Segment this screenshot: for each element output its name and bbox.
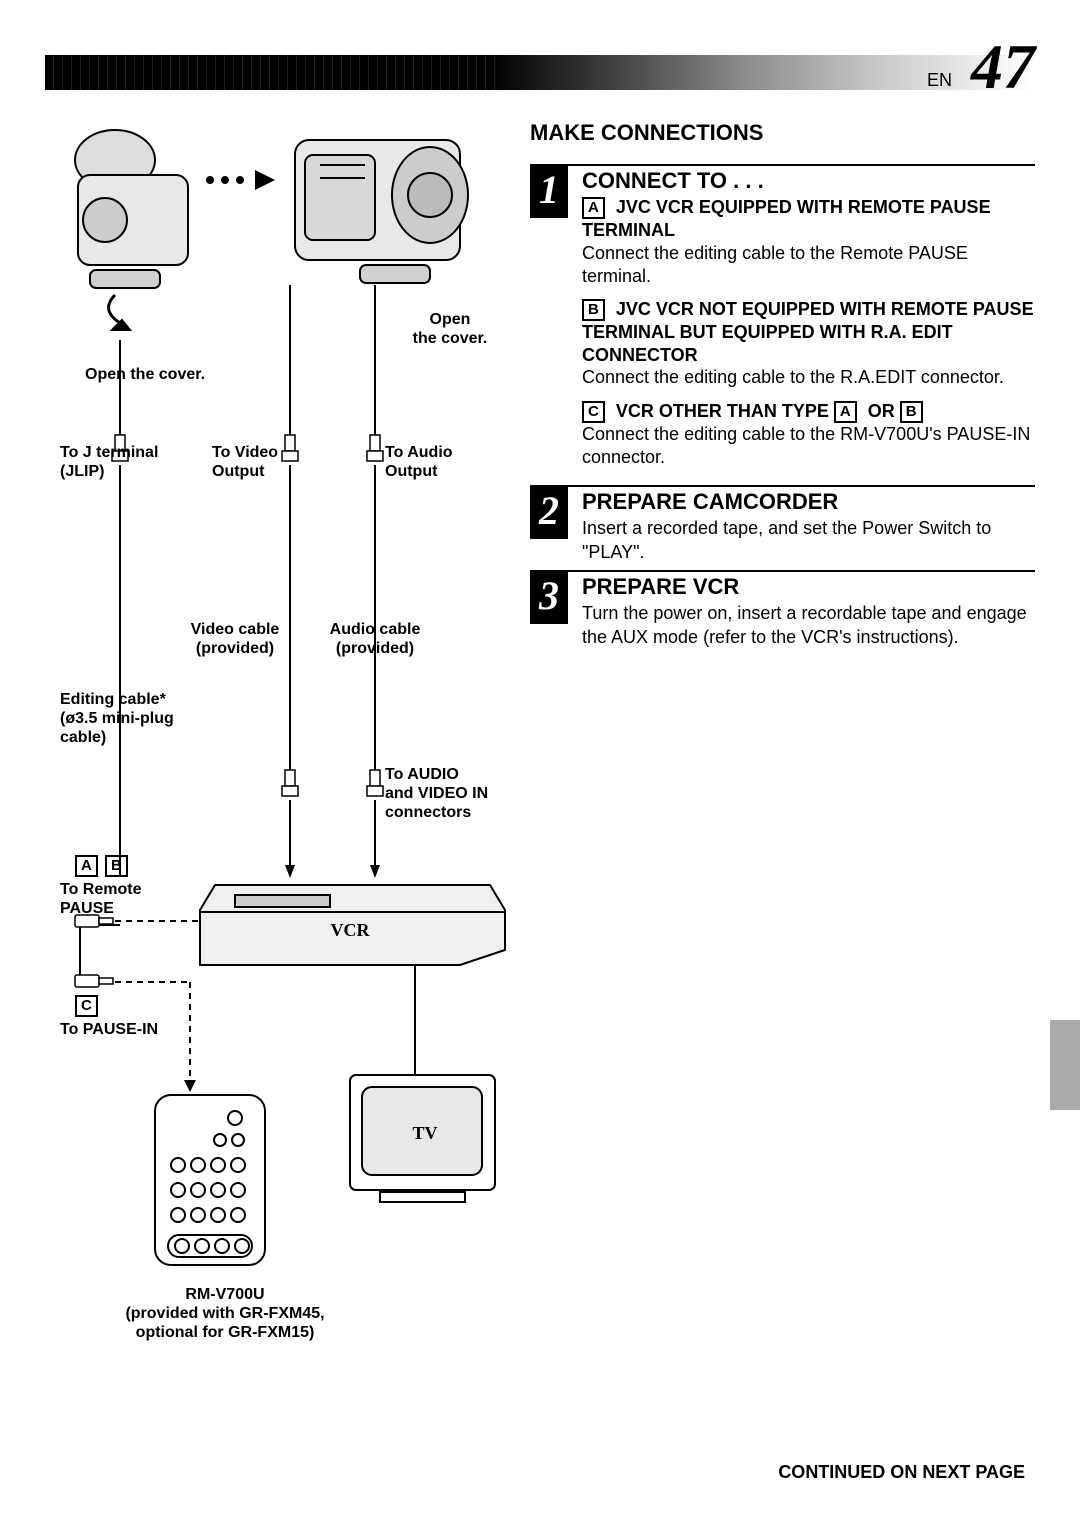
step-1: 1 CONNECT TO . . . A JVC VCR EQUIPPED WI…	[530, 164, 1035, 479]
letter-b-inline: B	[900, 401, 923, 423]
option-a-body: Connect the editing cable to the Remote …	[582, 242, 1035, 289]
letter-a-inline: A	[834, 401, 857, 423]
section-title: MAKE CONNECTIONS	[530, 120, 1035, 146]
label-editing-cable: Editing cable* (ø3.5 mini-plug cable)	[60, 690, 174, 748]
label-to-pause-in: To PAUSE-IN	[60, 1020, 158, 1039]
side-tab-marker	[1050, 1020, 1080, 1110]
label-open-cover-right: Open the cover.	[410, 310, 490, 348]
header-stripes	[45, 55, 495, 90]
step-2: 2 PREPARE CAMCORDER Insert a recorded ta…	[530, 485, 1035, 564]
label-to-video-output: To Video Output	[212, 443, 278, 481]
label-to-remote-pause: To Remote PAUSE	[60, 880, 141, 918]
option-c-heading-mid: OR	[863, 401, 900, 421]
label-to-av-in: To AUDIO and VIDEO IN connectors	[385, 765, 488, 823]
label-to-audio-output: To Audio Output	[385, 443, 453, 481]
page-language: EN	[927, 70, 952, 91]
step-2-body: Insert a recorded tape, and set the Powe…	[582, 517, 1035, 564]
letter-b-box: B	[582, 299, 605, 321]
step-1-option-c: C VCR OTHER THAN TYPE A OR B Connect the…	[582, 400, 1035, 470]
step-3-number: 3	[530, 572, 568, 624]
label-remote-caption: RM-V700U (provided with GR-FXM45, option…	[100, 1285, 350, 1343]
option-a-heading: JVC VCR EQUIPPED WITH REMOTE PAUSE TERMI…	[582, 197, 991, 240]
diagram-svg	[60, 120, 515, 1380]
label-video-cable: Video cable (provided)	[180, 620, 290, 658]
continued-label: CONTINUED ON NEXT PAGE	[778, 1462, 1025, 1483]
label-audio-cable: Audio cable (provided)	[315, 620, 435, 658]
label-to-j-terminal: To J terminal (JLIP)	[60, 443, 158, 481]
connection-diagram: Open the cover. Open the cover. To J ter…	[60, 120, 515, 1380]
option-c-body: Connect the editing cable to the RM-V700…	[582, 423, 1035, 470]
label-box-b: B	[105, 855, 128, 877]
letter-c-box: C	[582, 401, 605, 423]
step-3-heading: PREPARE VCR	[582, 574, 1035, 600]
option-c-heading-pre: VCR OTHER THAN TYPE	[616, 401, 834, 421]
letter-a-box: A	[582, 197, 605, 219]
option-b-heading: JVC VCR NOT EQUIPPED WITH REMOTE PAUSE T…	[582, 299, 1034, 365]
label-box-c: C	[75, 995, 98, 1017]
step-3: 3 PREPARE VCR Turn the power on, insert …	[530, 570, 1035, 649]
step-1-option-a: A JVC VCR EQUIPPED WITH REMOTE PAUSE TER…	[582, 196, 1035, 288]
step-1-heading: CONNECT TO . . .	[582, 168, 1035, 194]
option-b-body: Connect the editing cable to the R.A.EDI…	[582, 366, 1035, 389]
step-1-number: 1	[530, 166, 568, 218]
step-2-heading: PREPARE CAMCORDER	[582, 489, 1035, 515]
step-2-number: 2	[530, 487, 568, 539]
label-vcr: VCR	[320, 920, 380, 942]
label-open-cover-left: Open the cover.	[85, 365, 205, 384]
page-number: 47	[971, 30, 1035, 104]
label-box-a: A	[75, 855, 98, 877]
step-1-option-b: B JVC VCR NOT EQUIPPED WITH REMOTE PAUSE…	[582, 298, 1035, 389]
instructions-column: MAKE CONNECTIONS 1 CONNECT TO . . . A JV…	[530, 120, 1035, 655]
label-tv: TV	[400, 1123, 450, 1145]
step-3-body: Turn the power on, insert a recordable t…	[582, 602, 1035, 649]
